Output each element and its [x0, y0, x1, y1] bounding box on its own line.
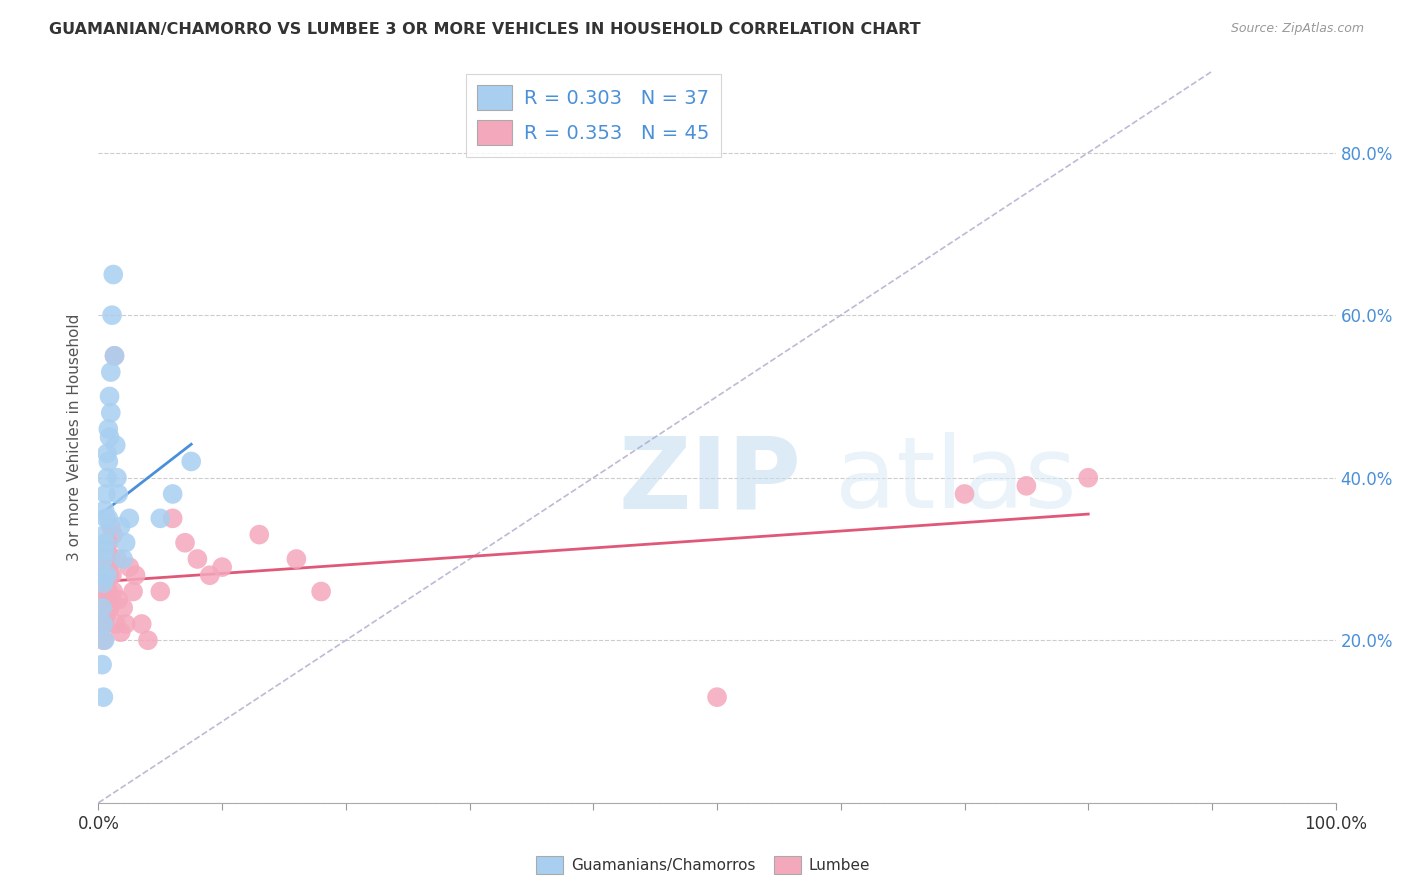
Point	[101, 308, 124, 322]
Point	[180, 454, 202, 468]
Point	[98, 389, 121, 403]
Point	[93, 552, 115, 566]
Point	[103, 527, 125, 541]
Text: ZIP: ZIP	[619, 433, 801, 530]
Point	[107, 487, 129, 501]
Point	[94, 608, 117, 623]
Point	[96, 544, 118, 558]
Point	[100, 406, 122, 420]
Point	[953, 487, 976, 501]
Legend: Guamanians/Chamorros, Lumbee: Guamanians/Chamorros, Lumbee	[530, 850, 876, 880]
Point	[211, 560, 233, 574]
Point	[93, 544, 115, 558]
Point	[93, 527, 115, 541]
Point	[149, 511, 172, 525]
Point	[103, 268, 125, 282]
Point	[100, 519, 122, 533]
Point	[96, 568, 118, 582]
Point	[162, 511, 184, 525]
Point	[247, 527, 270, 541]
Point	[1015, 479, 1038, 493]
Point	[94, 535, 117, 549]
Point	[706, 690, 728, 705]
Point	[97, 422, 120, 436]
Point	[94, 552, 117, 566]
Point	[93, 503, 115, 517]
Point	[100, 552, 122, 566]
Point	[124, 568, 146, 582]
Point	[118, 511, 141, 525]
Point	[105, 552, 128, 566]
Point	[114, 535, 136, 549]
Point	[93, 617, 115, 632]
Point	[93, 560, 115, 574]
Point	[93, 690, 115, 705]
Point	[97, 535, 120, 549]
Point	[162, 487, 184, 501]
Point	[104, 617, 127, 632]
Point	[110, 625, 132, 640]
Text: GUAMANIAN/CHAMORRO VS LUMBEE 3 OR MORE VEHICLES IN HOUSEHOLD CORRELATION CHART: GUAMANIAN/CHAMORRO VS LUMBEE 3 OR MORE V…	[49, 22, 921, 37]
Point	[90, 592, 112, 607]
Point	[91, 576, 114, 591]
Y-axis label: 3 or more Vehicles in Household: 3 or more Vehicles in Household	[67, 313, 83, 561]
Point	[93, 633, 115, 648]
Point	[174, 535, 197, 549]
Point	[97, 454, 120, 468]
Point	[97, 511, 120, 525]
Legend: R = 0.303   N = 37, R = 0.353   N = 45: R = 0.303 N = 37, R = 0.353 N = 45	[465, 74, 721, 157]
Point	[104, 438, 127, 452]
Point	[112, 552, 135, 566]
Point	[96, 471, 118, 485]
Text: atlas: atlas	[835, 433, 1076, 530]
Point	[94, 487, 117, 501]
Point	[91, 600, 114, 615]
Point	[103, 349, 125, 363]
Point	[285, 552, 308, 566]
Point	[91, 568, 114, 582]
Point	[93, 568, 115, 582]
Point	[96, 446, 118, 460]
Point	[103, 584, 125, 599]
Point	[93, 617, 115, 632]
Point	[91, 657, 114, 672]
Point	[1077, 471, 1099, 485]
Point	[98, 430, 121, 444]
Point	[105, 471, 128, 485]
Text: Source: ZipAtlas.com: Source: ZipAtlas.com	[1230, 22, 1364, 36]
Point	[103, 349, 125, 363]
Point	[107, 592, 129, 607]
Point	[91, 617, 114, 632]
Point	[186, 552, 208, 566]
Point	[98, 600, 121, 615]
Point	[101, 568, 124, 582]
Point	[309, 584, 332, 599]
Point	[110, 519, 132, 533]
Point	[100, 365, 122, 379]
Point	[149, 584, 172, 599]
Point	[131, 617, 153, 632]
Point	[122, 584, 145, 599]
Point	[136, 633, 159, 648]
Point	[94, 511, 117, 525]
Point	[114, 617, 136, 632]
Point	[93, 576, 115, 591]
Point	[98, 568, 121, 582]
Point	[96, 592, 118, 607]
Point	[198, 568, 221, 582]
Point	[118, 560, 141, 574]
Point	[97, 584, 120, 599]
Point	[93, 633, 115, 648]
Point	[112, 600, 135, 615]
